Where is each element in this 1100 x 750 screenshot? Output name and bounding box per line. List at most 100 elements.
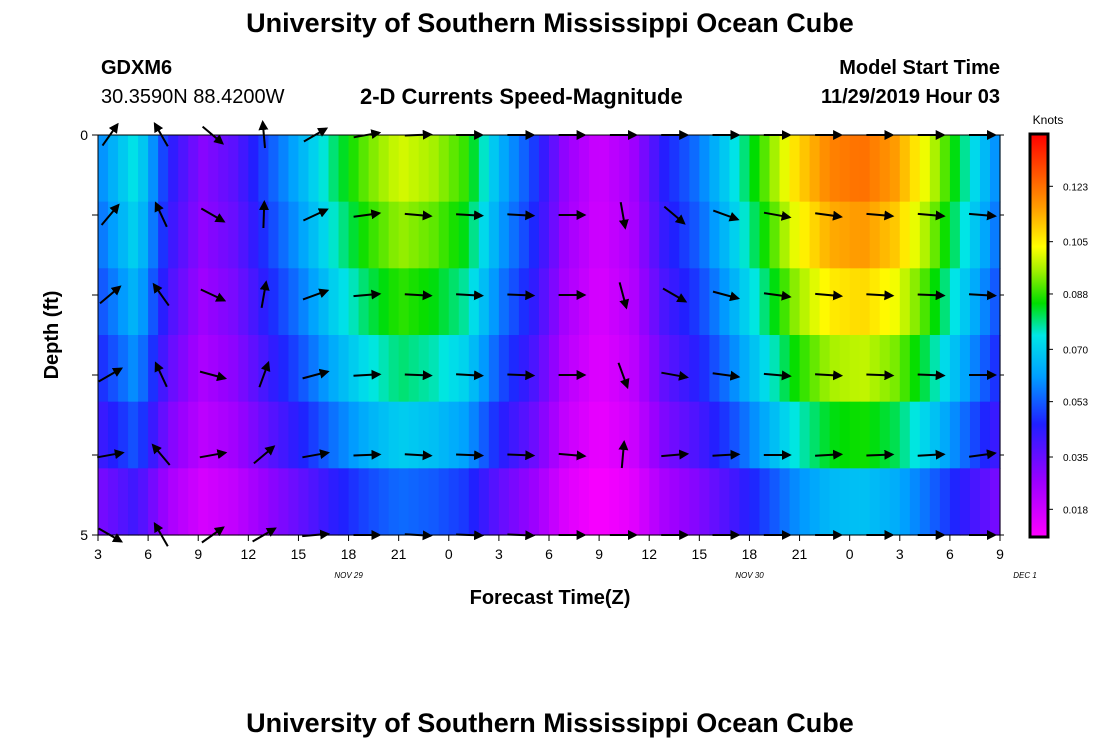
heat-cell (158, 401, 169, 469)
heat-cell (288, 268, 300, 336)
heat-cell (138, 401, 149, 469)
heat-cell (318, 401, 330, 469)
heat-cell (518, 135, 530, 203)
current-vector (917, 370, 946, 381)
heat-cell (278, 401, 290, 469)
heat-cell (308, 401, 320, 469)
heat-cell (468, 135, 480, 203)
x-tick-label: 3 (94, 546, 102, 562)
heat-cell (258, 135, 269, 203)
heat-cell (178, 135, 189, 203)
heat-cell (428, 335, 440, 403)
heat-cell (308, 468, 320, 536)
heat-cell (599, 468, 610, 536)
heat-cell (709, 468, 720, 536)
heat-cell (478, 268, 490, 336)
heat-cell (629, 201, 640, 269)
heat-cell (839, 335, 851, 403)
heat-cell (148, 335, 159, 403)
heat-cell (438, 468, 450, 536)
heat-cell (969, 201, 981, 269)
current-vector (259, 200, 270, 229)
heat-cell (969, 268, 981, 336)
heat-cell (288, 135, 300, 203)
heat-cell (669, 401, 680, 469)
heat-cell (819, 401, 831, 469)
heat-cell (278, 335, 290, 403)
heat-cell (298, 401, 310, 469)
heat-cell (969, 135, 981, 203)
heat-cell (709, 401, 720, 469)
heat-cell (549, 268, 560, 336)
heat-cell (338, 335, 350, 403)
heat-cell (398, 335, 410, 403)
heat-cell (839, 135, 851, 203)
heat-cell (629, 401, 640, 469)
heat-cell (959, 468, 971, 536)
heat-cell (639, 201, 650, 269)
heat-cell (859, 268, 871, 336)
heat-cell (378, 135, 390, 203)
heat-cell (318, 468, 330, 536)
heat-cell (579, 401, 590, 469)
current-vector (507, 450, 536, 461)
heat-cell (268, 401, 279, 469)
heat-cell (869, 401, 881, 469)
heat-cell (228, 401, 239, 469)
heat-cell (979, 401, 991, 469)
heat-cell (939, 401, 951, 469)
heat-cell (799, 401, 811, 469)
heat-cell (248, 268, 259, 336)
heat-cell (589, 135, 600, 203)
heat-cell (408, 468, 420, 536)
heat-cell (839, 468, 851, 536)
heat-cell (498, 201, 510, 269)
current-vector (866, 449, 895, 460)
heat-cell (418, 201, 430, 269)
heat-cell (518, 335, 530, 403)
current-vector (618, 440, 629, 469)
heat-cell (949, 468, 961, 536)
heat-cell (288, 201, 300, 269)
heat-cell (158, 468, 169, 536)
heat-cell (749, 401, 761, 469)
colorbar: Knots 0.018 0.035 0.053 0.070 0.088 0.105 0.12… (1028, 113, 1088, 539)
heat-cell (208, 268, 219, 336)
heat-cell (228, 468, 239, 536)
heat-cell (689, 335, 700, 403)
current-vector (866, 370, 895, 381)
current-vector (200, 288, 227, 302)
heat-cell (138, 468, 149, 536)
heat-cell (228, 335, 239, 403)
heat-cell (799, 201, 811, 269)
x-tick-label: 9 (194, 546, 202, 562)
heat-cell (819, 335, 831, 403)
heat-cell (448, 135, 460, 203)
heat-cell (428, 135, 440, 203)
heat-cell (629, 468, 640, 536)
heat-cell (709, 268, 720, 336)
heat-cell (498, 401, 510, 469)
heat-cell (418, 335, 430, 403)
heat-cell (709, 135, 720, 203)
heat-cell (849, 135, 861, 203)
current-vector (456, 210, 484, 221)
heat-cell (789, 268, 801, 336)
heat-cell (368, 268, 380, 336)
current-vector (968, 290, 997, 301)
heat-cell (869, 335, 881, 403)
heat-cell (879, 401, 891, 469)
heat-cell (739, 268, 751, 336)
heat-cell (879, 468, 891, 536)
colorbar-tick-label: 0.018 (1063, 505, 1088, 516)
heat-cell (238, 135, 249, 203)
heat-cell (979, 135, 991, 203)
heat-cell (649, 468, 660, 536)
heat-cell (819, 268, 831, 336)
colorbar-tick-label: 0.105 (1063, 238, 1088, 249)
heat-cell (348, 401, 360, 469)
station-id: GDXM6 (101, 57, 173, 79)
heat-cell (278, 201, 290, 269)
heat-cell (609, 468, 620, 536)
heat-cell (198, 335, 209, 403)
